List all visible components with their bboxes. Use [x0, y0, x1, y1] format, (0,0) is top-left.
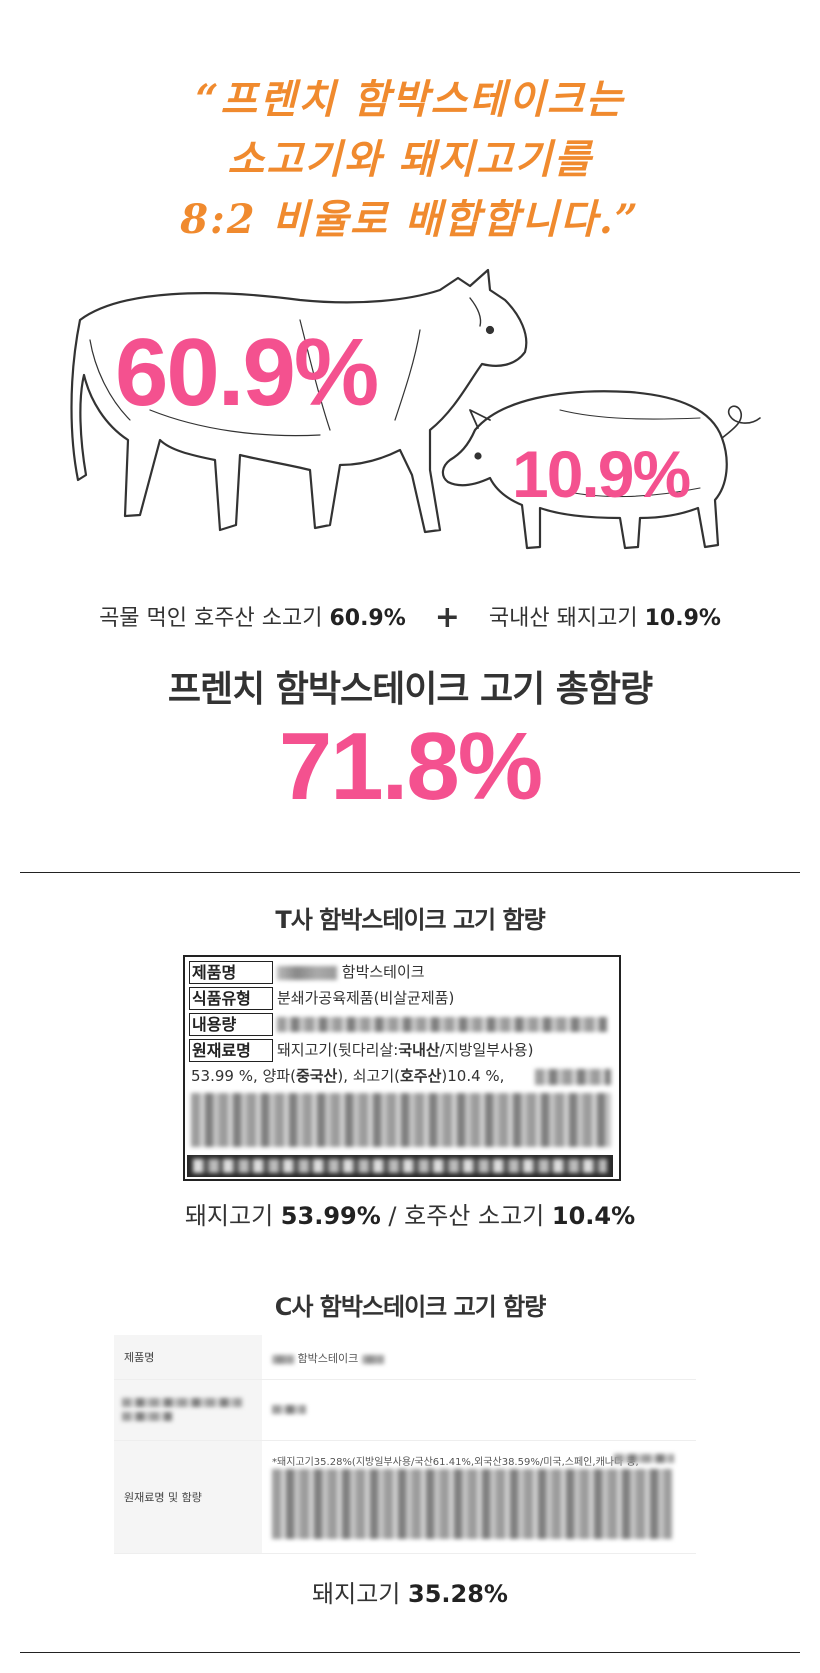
beef-label: 곡물 먹인 호주산 소고기 [99, 606, 323, 631]
beef-value: 60.9% [329, 606, 406, 631]
separator: / [388, 1202, 397, 1230]
blurred-text [191, 1093, 611, 1147]
total-percent: 71.8% [278, 713, 543, 820]
blurred-text [272, 1469, 672, 1539]
c-company-title: C사 함박스테이크 고기 함량 [274, 1293, 547, 1321]
headline-line-1: “프렌치 함박스테이크는 [195, 76, 625, 123]
pork-value: 10.9% [644, 606, 721, 631]
c-company-info-table: 제품명 함박스테이크 원재료명 및 함량 *돼지고기35.28%(지방일부사용/… [114, 1335, 696, 1555]
table-row: 제품명 함박스테이크 [185, 961, 619, 984]
table-row: 제품명 함박스테이크 [114, 1335, 696, 1380]
headline-quote: “프렌치 함박스테이크는 소고기와 돼지고기를 8:2 비율로 배합합니다.” [0, 70, 820, 250]
table-row: 원재료명 돼지고기(뒷다리살:국내산/지방일부사용) [185, 1039, 619, 1062]
beef-value: 10.4% [551, 1202, 636, 1230]
blurred-text [272, 1405, 306, 1414]
row-value: 함박스테이크 [272, 1350, 384, 1366]
row-value: 함박스테이크 [277, 961, 425, 984]
t-company-title: T사 함박스테이크 고기 함량 [275, 906, 545, 934]
headline-line-3: 8:2 비율로 배합합니다.” [180, 196, 640, 243]
row-label: 제품명 [124, 1351, 155, 1364]
pork-value: 53.99% [280, 1202, 381, 1230]
pig-percent: 10.9% [512, 437, 691, 511]
plus-icon: + [434, 600, 460, 635]
t-company-summary: 돼지고기 53.99% / 호주산 소고기 10.4% [0, 1196, 820, 1231]
row-label: 내용량 [189, 1013, 273, 1036]
row-label-cell [114, 1380, 262, 1440]
cow-percent: 60.9% [115, 319, 379, 426]
t-company-label-table: 제품명 함박스테이크 식품유형 분쇄가공육제품(비살균제품) 내용량 원재료명 … [183, 955, 621, 1181]
table-row: 원재료명 및 함량 *돼지고기35.28%(지방일부사용/국산61.41%,외국… [114, 1441, 696, 1554]
blurred-text [193, 1159, 607, 1173]
beef-label: 호주산 소고기 [404, 1202, 545, 1230]
pork-label: 국내산 돼지고기 [488, 606, 638, 631]
c-company-summary: 돼지고기 35.28% [0, 1574, 820, 1609]
cow-sketch-icon [70, 268, 528, 534]
section-divider [20, 1652, 800, 1653]
label-footer-bar [187, 1155, 613, 1177]
table-row [114, 1380, 696, 1441]
blurred-text [535, 1069, 611, 1085]
composition-line: 곡물 먹인 호주산 소고기 60.9% + 국내산 돼지고기 10.9% [0, 600, 820, 635]
row-value: 분쇄가공육제품(비살균제품) [277, 989, 455, 1007]
table-row: 내용량 [185, 1013, 619, 1036]
total-title: 프렌치 함박스테이크 고기 총함량 [167, 669, 653, 710]
headline-line-2: 소고기와 돼지고기를 [227, 136, 593, 183]
pork-value: 35.28% [408, 1580, 508, 1608]
pork-label: 돼지고기 [312, 1580, 401, 1608]
table-row: 식품유형 분쇄가공육제품(비살균제품) [185, 987, 619, 1010]
row-label-cell: 원재료명 및 함량 [114, 1441, 262, 1553]
ingredient-line: 53.99 %, 양파(중국산), 쇠고기(호주산)10.4 %, [191, 1067, 505, 1085]
row-label: 제품명 [189, 961, 273, 984]
row-value: *돼지고기35.28%(지방일부사용/국산61.41%,외국산38.59%/미국… [272, 1457, 639, 1468]
section-divider [20, 872, 800, 873]
blurred-text [277, 965, 337, 980]
pig-sketch-icon [441, 390, 761, 550]
animal-illustration [70, 268, 761, 550]
row-label: 원재료명 [189, 1039, 273, 1062]
row-label-cell: 제품명 [114, 1335, 262, 1379]
row-label: 원재료명 및 함량 [124, 1491, 202, 1504]
row-label: 식품유형 [189, 987, 273, 1010]
blurred-text [277, 1017, 607, 1032]
pork-label: 돼지고기 [184, 1202, 274, 1230]
row-value: 돼지고기(뒷다리살:국내산/지방일부사용) [277, 1041, 534, 1059]
